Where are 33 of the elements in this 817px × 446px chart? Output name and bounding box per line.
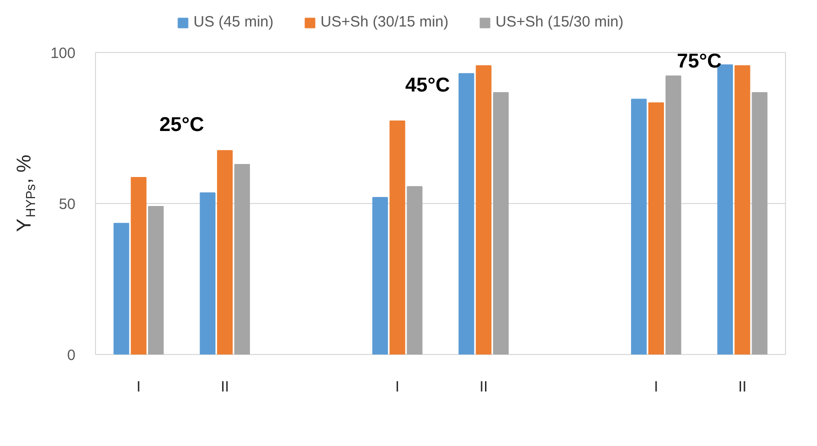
bar <box>666 76 682 354</box>
bar <box>406 186 422 354</box>
y-tick-label: 0 <box>67 347 76 364</box>
x-tick-label: I <box>654 378 658 396</box>
bar <box>476 65 492 354</box>
bar <box>390 120 406 354</box>
legend-label: US+Sh (15/30 min) <box>496 14 624 30</box>
legend-label: US+Sh (30/15 min) <box>320 14 449 30</box>
bar <box>752 92 768 354</box>
x-tick-label: II <box>738 378 747 396</box>
annotation: 25°C <box>159 114 204 136</box>
bar <box>648 102 664 354</box>
bar <box>493 92 509 354</box>
x-tick-label: I <box>136 378 141 396</box>
bar <box>734 65 750 354</box>
bar <box>217 150 233 354</box>
annotation: 75°C <box>676 50 722 73</box>
bar <box>631 98 647 354</box>
y-tick-label: 100 <box>50 45 76 62</box>
x-tick-label: I <box>395 378 400 396</box>
y-tick-label: 50 <box>58 196 76 213</box>
bar <box>372 196 388 354</box>
bar <box>148 206 164 354</box>
bar <box>114 222 130 354</box>
bar <box>234 164 250 354</box>
y-axis-title: YHYPs, % <box>14 154 38 232</box>
annotation: 45°C <box>405 74 450 97</box>
x-tick-label: II <box>220 378 230 396</box>
bar <box>458 73 474 354</box>
x-tick-label: II <box>479 378 488 396</box>
bar <box>130 177 146 354</box>
bar <box>200 192 216 354</box>
legend-label: US (45 min) <box>194 14 274 30</box>
